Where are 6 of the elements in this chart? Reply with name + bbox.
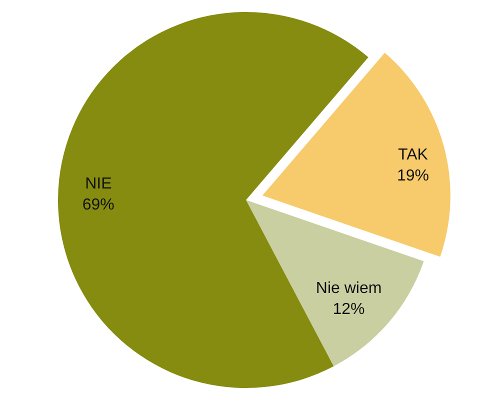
slice-label: NIE <box>85 175 112 192</box>
data-label: 12% <box>332 301 365 318</box>
data-label: 19% <box>396 168 429 185</box>
slice-label: TAK <box>398 146 428 164</box>
data-label: 69% <box>82 196 114 214</box>
slice-label: Nie wiem <box>316 280 382 298</box>
